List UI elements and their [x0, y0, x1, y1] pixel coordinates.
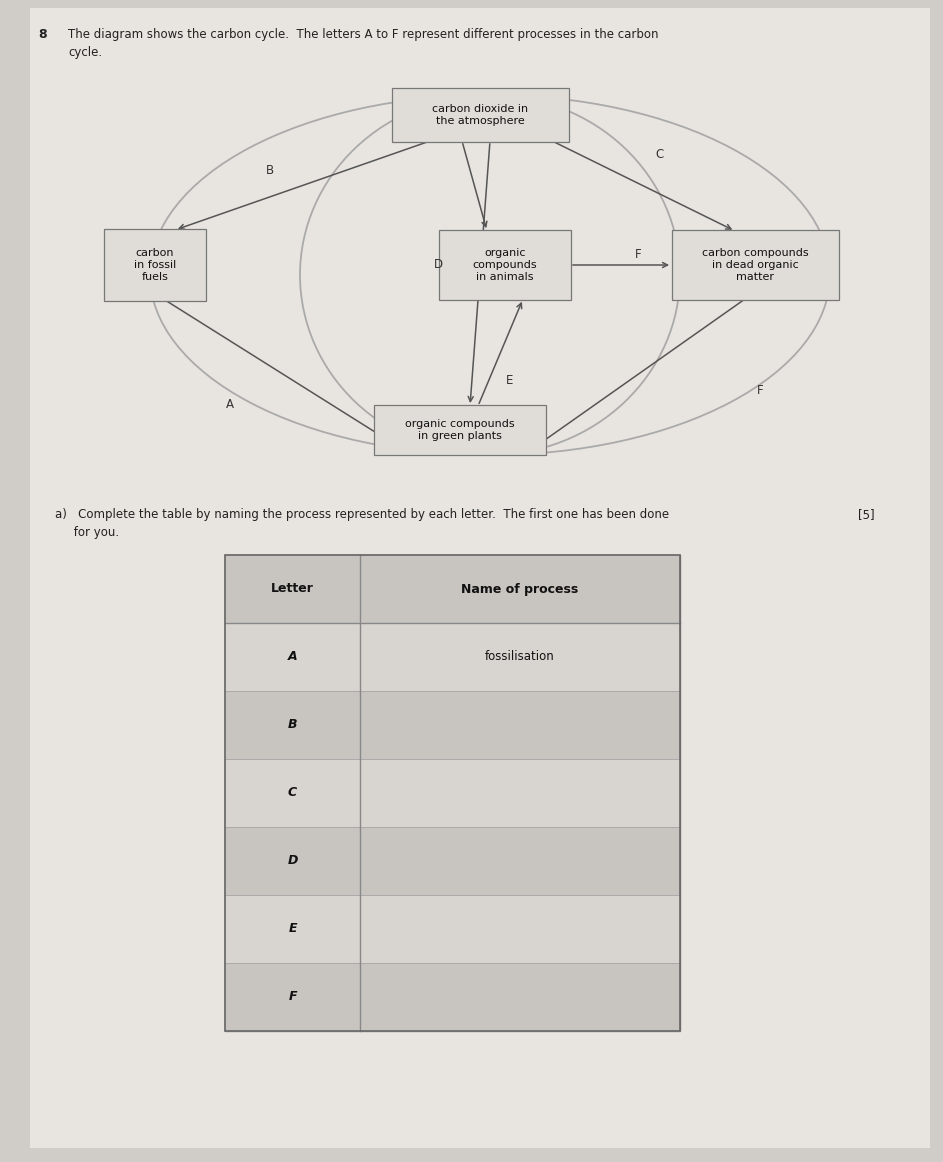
Text: cycle.: cycle. — [68, 46, 102, 59]
Bar — [225, 555, 680, 1031]
Text: A: A — [226, 399, 234, 411]
Text: fossilisation: fossilisation — [485, 651, 554, 664]
Text: E: E — [506, 373, 514, 387]
Text: carbon compounds
in dead organic
matter: carbon compounds in dead organic matter — [702, 249, 808, 281]
Bar — [225, 691, 680, 759]
Text: D: D — [434, 258, 442, 272]
Text: Name of process: Name of process — [461, 582, 579, 595]
Bar — [225, 555, 680, 623]
FancyBboxPatch shape — [391, 88, 569, 142]
Text: The diagram shows the carbon cycle.  The letters A to F represent different proc: The diagram shows the carbon cycle. The … — [68, 28, 658, 41]
Text: carbon dioxide in
the atmosphere: carbon dioxide in the atmosphere — [432, 105, 528, 125]
FancyBboxPatch shape — [374, 406, 546, 456]
Text: A: A — [288, 651, 297, 664]
Text: D: D — [288, 854, 298, 868]
Text: organic compounds
in green plants: organic compounds in green plants — [405, 419, 515, 440]
Text: carbon
in fossil
fuels: carbon in fossil fuels — [134, 249, 176, 281]
Text: C: C — [288, 787, 297, 799]
Text: F: F — [289, 990, 297, 1004]
Text: for you.: for you. — [55, 526, 119, 539]
Text: F: F — [635, 249, 641, 261]
Bar — [225, 555, 680, 1031]
Text: Letter: Letter — [271, 582, 314, 595]
Bar — [225, 963, 680, 1031]
Text: organic
compounds
in animals: organic compounds in animals — [472, 249, 538, 281]
Bar — [225, 895, 680, 963]
Text: 8: 8 — [38, 28, 46, 41]
FancyBboxPatch shape — [30, 8, 930, 1148]
FancyBboxPatch shape — [439, 230, 571, 300]
Text: E: E — [289, 923, 297, 935]
Text: B: B — [266, 164, 274, 177]
Bar — [225, 827, 680, 895]
Text: C: C — [656, 149, 664, 162]
FancyBboxPatch shape — [671, 230, 838, 300]
Bar — [225, 759, 680, 827]
Text: a)   Complete the table by naming the process represented by each letter.  The f: a) Complete the table by naming the proc… — [55, 508, 670, 521]
FancyBboxPatch shape — [104, 229, 206, 301]
Bar — [225, 623, 680, 691]
Text: B: B — [288, 718, 297, 732]
Text: [5]: [5] — [858, 508, 875, 521]
Text: F: F — [756, 383, 763, 396]
